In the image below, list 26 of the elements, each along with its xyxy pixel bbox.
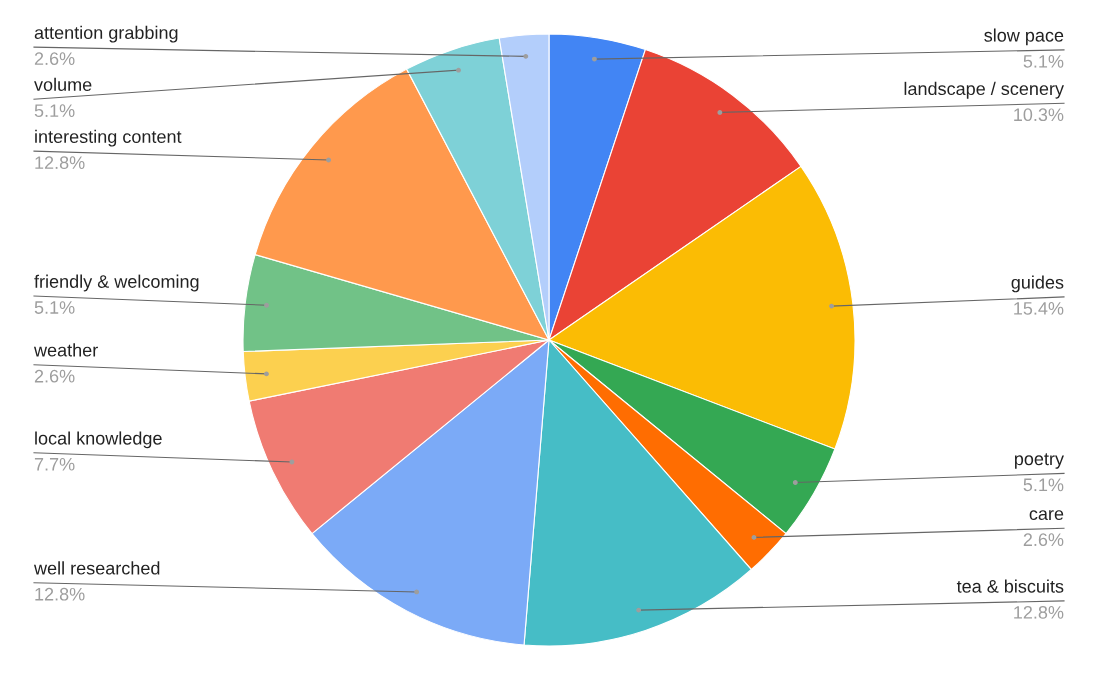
slice-label: well researched [33,561,160,575]
data-label: 15.4% [1014,302,1064,315]
slice-label: attention grabbing [34,25,178,43]
slice-label: interesting content [35,129,182,147]
data-label: 5.1% [34,104,75,118]
data-label: 12.8% [35,587,85,601]
slice-label: care [1029,510,1064,521]
data-label: 10.3% [1014,108,1064,122]
slice-label: friendly & welcoming [34,274,199,292]
data-label: 5.1% [1023,55,1064,68]
slice-label: volume [34,77,92,92]
slice-label: local knowledge [35,431,162,449]
slice-label: poetry [1014,453,1064,469]
slice-label: weather [33,343,98,357]
data-label: 7.7% [34,457,75,471]
data-label: 2.6% [34,52,75,66]
slice-label: guides [1011,275,1064,293]
data-label: 5.1% [34,301,75,314]
slice-label: slow pace [984,28,1064,46]
data-label: 12.8% [1014,605,1064,619]
data-label: 2.6% [34,369,75,383]
slice-label: landscape / scenery [904,81,1064,99]
data-label: 5.1% [1023,478,1064,492]
slice-label: tea & biscuits [956,579,1064,593]
data-label: 2.6% [1023,533,1064,547]
data-label: 12.8% [35,156,85,170]
